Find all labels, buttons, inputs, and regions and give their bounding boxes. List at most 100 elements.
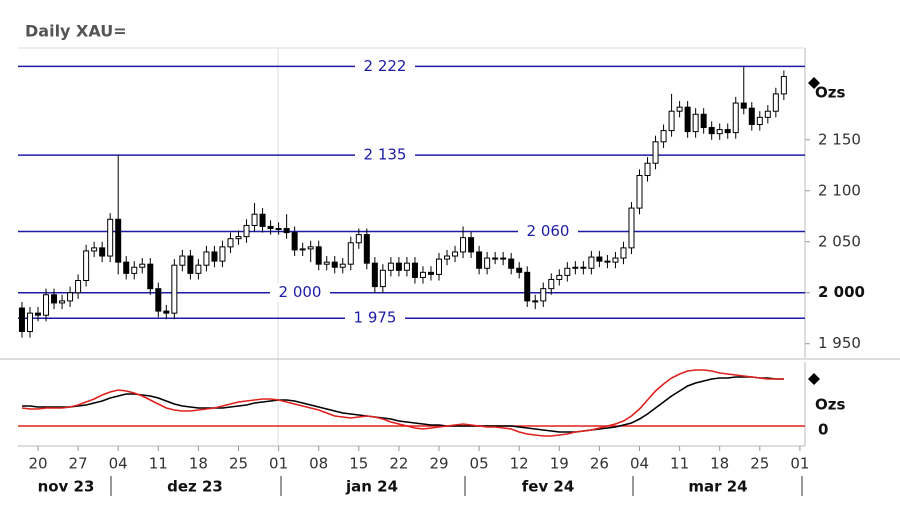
x-tick-label: 01: [269, 455, 288, 473]
level-label-bg: [345, 309, 405, 328]
y-tick-label: 2 050: [818, 232, 861, 250]
candle-body: [460, 237, 467, 253]
candle-body: [355, 234, 362, 244]
candle-body: [227, 238, 234, 248]
x-tick-label: 18: [710, 455, 729, 473]
candle-body: [468, 237, 475, 253]
candle-body: [588, 256, 595, 269]
x-tick-label: 26: [590, 455, 609, 473]
candle-body: [596, 256, 603, 262]
candle-body: [219, 246, 226, 262]
candle-body: [764, 110, 771, 118]
candle-body: [131, 266, 138, 274]
month-label: nov 23: [38, 478, 95, 496]
candle-body: [139, 263, 146, 268]
level-label-bg: [518, 222, 578, 241]
candle-body: [532, 300, 539, 303]
candle-body: [307, 246, 314, 250]
x-tick-label: 11: [149, 455, 168, 473]
candle-body: [660, 130, 667, 143]
y-tick-label: 2 100: [818, 181, 861, 199]
candle-body: [572, 266, 579, 269]
candle-body: [444, 255, 451, 260]
candle-body: [452, 251, 459, 257]
x-tick-label: 20: [28, 455, 47, 473]
level-label-bg: [270, 283, 330, 302]
candle-body: [700, 113, 707, 129]
candle-body: [403, 262, 410, 271]
x-tick-label: 01: [790, 455, 809, 473]
candle-body: [171, 264, 178, 314]
month-label: jan 24: [345, 478, 398, 496]
candle-body: [123, 261, 130, 274]
candle-body: [195, 264, 202, 274]
candle-body: [147, 263, 154, 290]
candle-body: [115, 218, 122, 263]
candle-body: [540, 288, 547, 302]
candle-body: [275, 227, 282, 230]
candle-body: [636, 174, 643, 209]
level-label: 2 060: [527, 222, 570, 240]
candle-body: [772, 93, 779, 112]
x-tick-label: 27: [69, 455, 88, 473]
y-tick-label: 2 150: [818, 130, 861, 148]
month-label: fev 24: [522, 478, 575, 496]
candle-body: [267, 225, 274, 229]
candle-body: [508, 258, 515, 269]
x-tick-label: 12: [510, 455, 529, 473]
candle-body: [339, 263, 346, 268]
candle-body: [99, 247, 106, 257]
candle-body: [644, 162, 651, 176]
candle-body: [564, 267, 571, 276]
candle-body: [371, 262, 378, 288]
candle-body: [411, 262, 418, 278]
candle-body: [243, 224, 250, 238]
indicator-marker: [808, 373, 820, 385]
candle-body: [708, 127, 715, 135]
candle-body: [283, 227, 290, 234]
candle-body: [419, 271, 426, 278]
candle-body: [732, 102, 739, 134]
candle-body: [347, 242, 354, 265]
candle-body: [676, 106, 683, 112]
candle-body: [524, 271, 531, 302]
x-tick-label: 08: [309, 455, 328, 473]
candle-body: [67, 292, 74, 302]
candle-body: [51, 294, 58, 304]
candle-body: [628, 207, 635, 249]
x-tick-label: 04: [630, 455, 649, 473]
level-label: 2 222: [364, 57, 407, 75]
candle-body: [107, 218, 114, 257]
candle-body: [35, 312, 41, 316]
candle-body: [692, 113, 699, 133]
candle-body: [604, 260, 611, 263]
x-tick-label: 04: [109, 455, 128, 473]
x-tick-label: 19: [550, 455, 569, 473]
x-tick-label: 05: [470, 455, 489, 473]
candle-body: [484, 257, 491, 269]
month-label: mar 24: [688, 478, 747, 496]
candle-body: [476, 251, 483, 269]
candle-body: [492, 257, 499, 260]
candle-body: [740, 102, 747, 109]
candle-body: [299, 248, 306, 251]
candle-body: [315, 246, 322, 265]
y-unit: Ozs: [815, 84, 845, 102]
y2-tick-label: 0: [818, 421, 828, 439]
x-tick-label: 22: [389, 455, 408, 473]
candle-body: [26, 312, 33, 332]
candle-body: [155, 288, 162, 312]
candle-body: [684, 106, 691, 133]
indicator-line: [22, 376, 784, 433]
candle-body: [387, 262, 394, 271]
candle-body: [716, 129, 723, 135]
level-label: 2 135: [364, 146, 407, 164]
candle-body: [780, 76, 787, 95]
candle-body: [43, 294, 50, 316]
candle-body: [548, 278, 555, 290]
y-tick-label: 1 950: [818, 334, 861, 352]
candle-body: [18, 307, 25, 332]
candle-body: [756, 116, 763, 125]
candle-body: [331, 261, 338, 268]
y-tick-label: 2 000: [818, 283, 865, 301]
